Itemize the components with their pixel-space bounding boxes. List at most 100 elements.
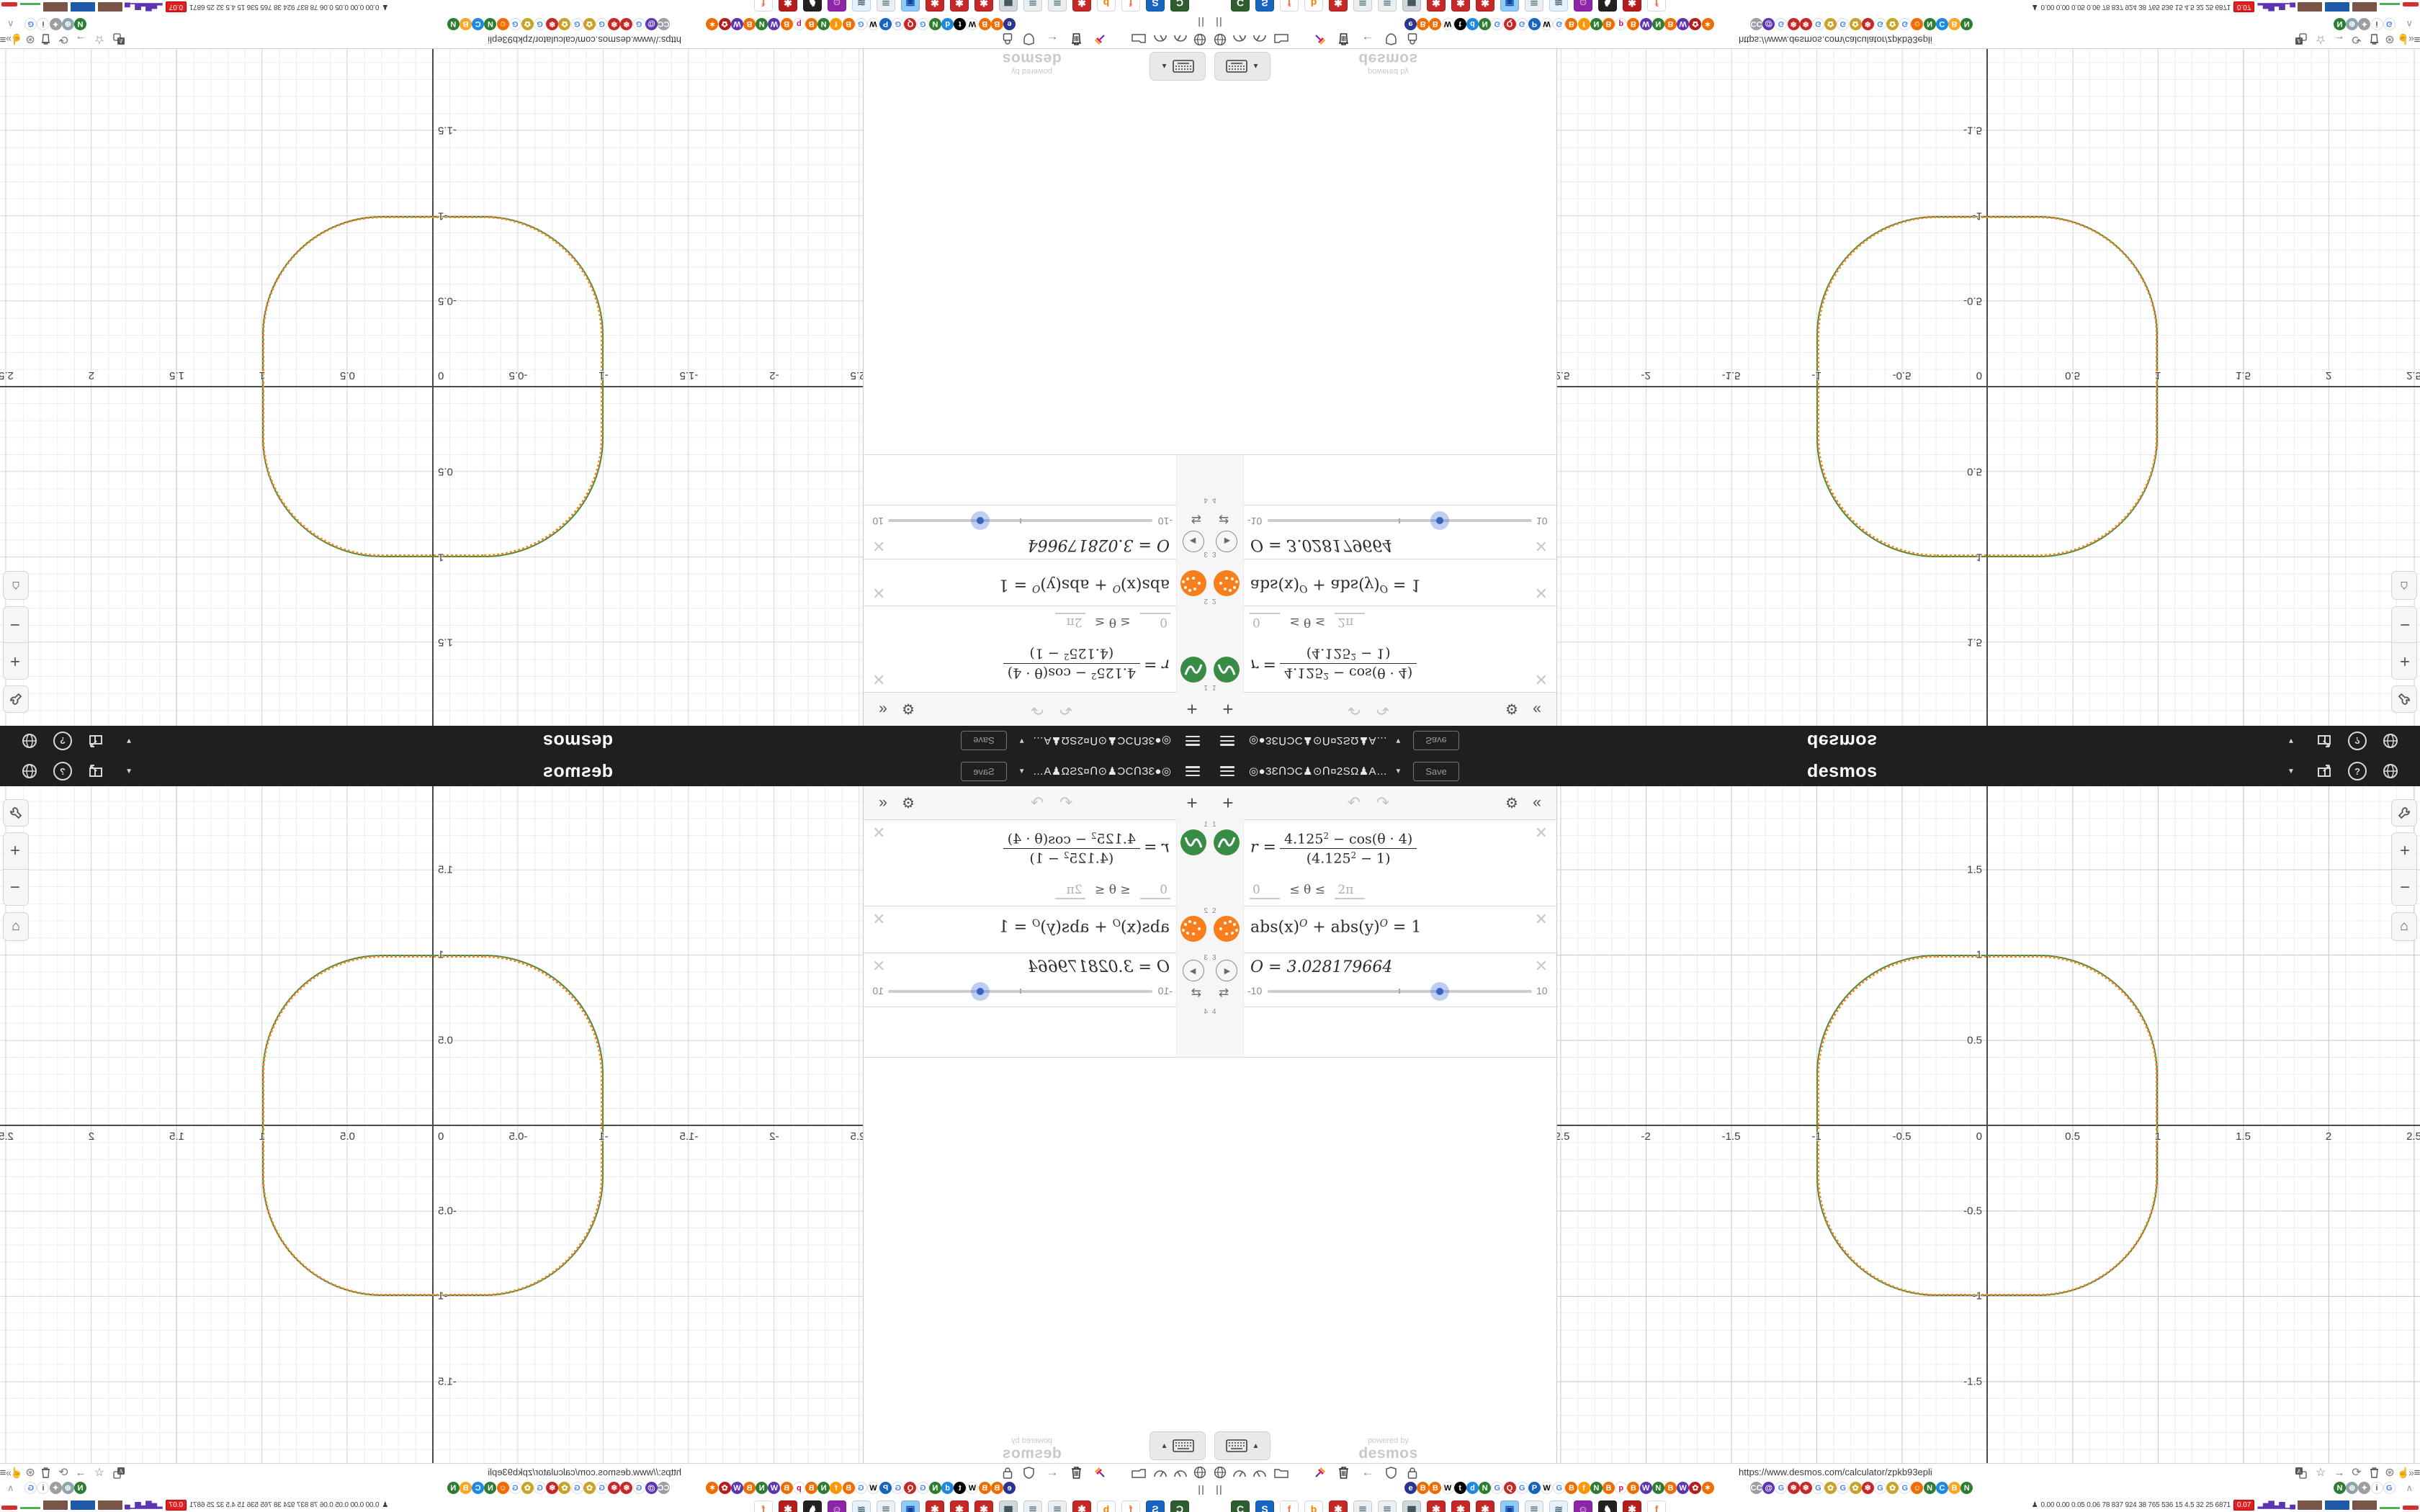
slider-play-icon[interactable]: ▶ bbox=[1183, 531, 1204, 552]
taskbar-app-icon[interactable]: ≋ bbox=[852, 0, 871, 12]
title-caret-icon[interactable]: ▼ bbox=[1018, 767, 1026, 775]
overflow-chevrons-icon[interactable]: » bbox=[2408, 1467, 2414, 1478]
theta-domain-row[interactable]: 0 ≤ θ ≤ 2π bbox=[1250, 883, 1366, 899]
bookmark-favicon[interactable]: G bbox=[1553, 1482, 1566, 1494]
taskbar-app-icon[interactable]: ≋ bbox=[1549, 1500, 1568, 1512]
trash-icon[interactable] bbox=[2365, 32, 2383, 48]
graph-settings-wrench-icon[interactable] bbox=[3, 799, 29, 827]
theta-domain-row[interactable]: 0 ≤ θ ≤ 2π bbox=[1054, 883, 1170, 899]
bookmark-favicon[interactable]: e bbox=[1404, 18, 1417, 30]
account-caret-icon[interactable]: ▼ bbox=[2287, 767, 2295, 775]
trash-icon[interactable] bbox=[1334, 32, 1353, 48]
expression-row-4-empty[interactable]: 4 bbox=[1210, 454, 1556, 505]
expression-1-latex[interactable]: r = 4.1252 − cos(θ · 4) (4.1252 − 1) bbox=[1250, 645, 1417, 681]
expression-row-3[interactable]: 3 ▶ ⇄ O = 3.028179664 -10 10 ✕ bbox=[1210, 505, 1556, 559]
globe-icon[interactable] bbox=[1191, 32, 1209, 48]
zoom-out-button[interactable]: − bbox=[3, 607, 28, 643]
slider-loop-icon[interactable]: ⇄ bbox=[1219, 986, 1229, 999]
taskbar-app-icon[interactable]: ♞ bbox=[1598, 1500, 1617, 1512]
slider-min-label[interactable]: -10 bbox=[1157, 985, 1173, 996]
share-icon[interactable] bbox=[2315, 732, 2334, 750]
title-caret-icon[interactable]: ▼ bbox=[1394, 767, 1402, 775]
lock-icon[interactable] bbox=[998, 32, 1017, 48]
redo-icon[interactable]: ↷ bbox=[1030, 793, 1044, 811]
domain-min-field[interactable]: 0 bbox=[1250, 613, 1280, 629]
thumb-up-icon[interactable]: ☝ bbox=[2397, 1466, 2410, 1478]
taskbar-app-icon[interactable]: ▦ bbox=[999, 1500, 1018, 1512]
bookmark-favicon[interactable]: ⊕ bbox=[61, 1482, 74, 1494]
bookmark-favicon[interactable]: ✿ bbox=[1849, 18, 1862, 30]
bookmark-favicon[interactable]: CC bbox=[1750, 18, 1762, 30]
taskbar-app-icon[interactable]: ≣ bbox=[1023, 1500, 1042, 1512]
delete-expression-icon[interactable]: ✕ bbox=[872, 957, 886, 975]
graph-settings-wrench-icon[interactable] bbox=[2391, 685, 2417, 713]
pause-icon[interactable]: || bbox=[1197, 17, 1204, 29]
slider-min-label[interactable]: -10 bbox=[1157, 516, 1173, 527]
bookmark-favicon[interactable]: B bbox=[1627, 1482, 1640, 1494]
expression-2-latex[interactable]: abs(x)O + abs(y)O = 1 bbox=[998, 918, 1170, 937]
delete-expression-icon[interactable]: ✕ bbox=[1534, 824, 1548, 842]
expression-2-color-icon[interactable] bbox=[1214, 570, 1240, 596]
save-button[interactable]: Save bbox=[961, 731, 1007, 751]
shield-icon[interactable] bbox=[1381, 32, 1400, 48]
trash-icon[interactable] bbox=[37, 1464, 55, 1480]
bookmark-favicon[interactable]: G bbox=[1775, 18, 1788, 30]
save-button[interactable]: Save bbox=[1413, 731, 1459, 751]
bookmark-favicon[interactable]: ✦ bbox=[2358, 1482, 2371, 1494]
bookmark-favicon[interactable]: B bbox=[1417, 18, 1430, 30]
taskbar-app-icon[interactable]: ✱ bbox=[1451, 1500, 1470, 1512]
taskbar-app-icon[interactable]: ▣ bbox=[901, 0, 920, 12]
taskbar-app-icon[interactable]: ✱ bbox=[1427, 0, 1446, 12]
bookmark-favicon[interactable]: ✿ bbox=[583, 1482, 596, 1494]
share-icon[interactable] bbox=[86, 732, 105, 750]
taskbar-app-icon[interactable]: S bbox=[1146, 1500, 1165, 1512]
help-icon[interactable]: ? bbox=[53, 762, 72, 780]
pin-extension-icon[interactable] bbox=[1311, 32, 1330, 48]
bookmark-favicon[interactable]: B bbox=[1948, 1482, 1960, 1494]
bookmark-favicon[interactable]: W bbox=[866, 18, 879, 30]
lock-icon[interactable] bbox=[1403, 32, 1422, 48]
add-expression-button[interactable]: + bbox=[1186, 698, 1198, 721]
domain-max-field[interactable]: 2π bbox=[1335, 883, 1366, 899]
gauge-icon[interactable] bbox=[1171, 1464, 1190, 1480]
bookmark-favicon[interactable]: B bbox=[842, 18, 855, 30]
taskbar-app-icon[interactable]: ✱ bbox=[1476, 0, 1494, 12]
taskbar-app-icon[interactable]: ✱ bbox=[1476, 1500, 1494, 1512]
pause-icon[interactable]: || bbox=[1197, 1483, 1204, 1495]
bookmark-favicon[interactable]: B bbox=[780, 1482, 793, 1494]
bookmark-favicon[interactable]: W bbox=[1441, 1482, 1454, 1494]
bookmark-favicon[interactable]: P bbox=[879, 1482, 892, 1494]
delete-expression-icon[interactable]: ✕ bbox=[1534, 537, 1548, 555]
bookmark-favicon[interactable]: ✿ bbox=[1849, 1482, 1862, 1494]
pin-extension-icon[interactable] bbox=[1090, 1464, 1109, 1480]
expression-row-2[interactable]: 2 abs(x)O + abs(y)O = 1 ✕ bbox=[864, 906, 1210, 953]
domain-min-field[interactable]: 0 bbox=[1140, 883, 1170, 899]
forward-arrow-icon[interactable]: → bbox=[75, 1466, 86, 1479]
bookmark-favicon[interactable]: G bbox=[2383, 18, 2396, 30]
bookmark-favicon[interactable]: ❄ bbox=[1861, 1482, 1874, 1494]
bookmark-favicon[interactable]: e bbox=[1003, 18, 1016, 30]
taskbar-app-icon[interactable]: S bbox=[1255, 0, 1274, 12]
menu-hamburger-icon[interactable]: ≡ bbox=[0, 33, 6, 46]
reload-icon[interactable]: ⟳ bbox=[58, 1467, 68, 1479]
bookmark-favicon[interactable]: Q bbox=[904, 1482, 917, 1494]
gauge-icon[interactable] bbox=[1151, 1464, 1170, 1480]
main-menu-icon[interactable] bbox=[1220, 736, 1234, 746]
bookmark-favicon[interactable]: CC bbox=[1750, 1482, 1762, 1494]
trash-icon[interactable] bbox=[1067, 32, 1086, 48]
bookmark-favicon[interactable]: N bbox=[484, 1482, 497, 1494]
taskbar-app-icon[interactable]: ≣ bbox=[1378, 1500, 1397, 1512]
taskbar-app-icon[interactable]: ▦ bbox=[1402, 0, 1421, 12]
trash-icon[interactable] bbox=[2365, 1464, 2383, 1480]
bookmark-favicon[interactable]: G bbox=[1873, 18, 1886, 30]
back-arrow-icon[interactable]: ← bbox=[1046, 33, 1059, 47]
bookmark-favicon[interactable]: G bbox=[1553, 18, 1566, 30]
bookmark-favicon[interactable]: B bbox=[1627, 18, 1640, 30]
expression-2-latex[interactable]: abs(x)O + abs(y)O = 1 bbox=[1250, 918, 1422, 937]
taskbar-app-icon[interactable]: ≋ bbox=[1549, 0, 1568, 12]
zoom-out-button[interactable]: − bbox=[2392, 869, 2416, 905]
taskbar-app-icon[interactable]: ≣ bbox=[1353, 0, 1372, 12]
taskbar-app-icon[interactable]: S bbox=[1146, 0, 1165, 12]
expression-2-latex[interactable]: abs(x)O + abs(y)O = 1 bbox=[998, 575, 1170, 595]
bookmark-favicon[interactable]: ✿ bbox=[1886, 18, 1899, 30]
